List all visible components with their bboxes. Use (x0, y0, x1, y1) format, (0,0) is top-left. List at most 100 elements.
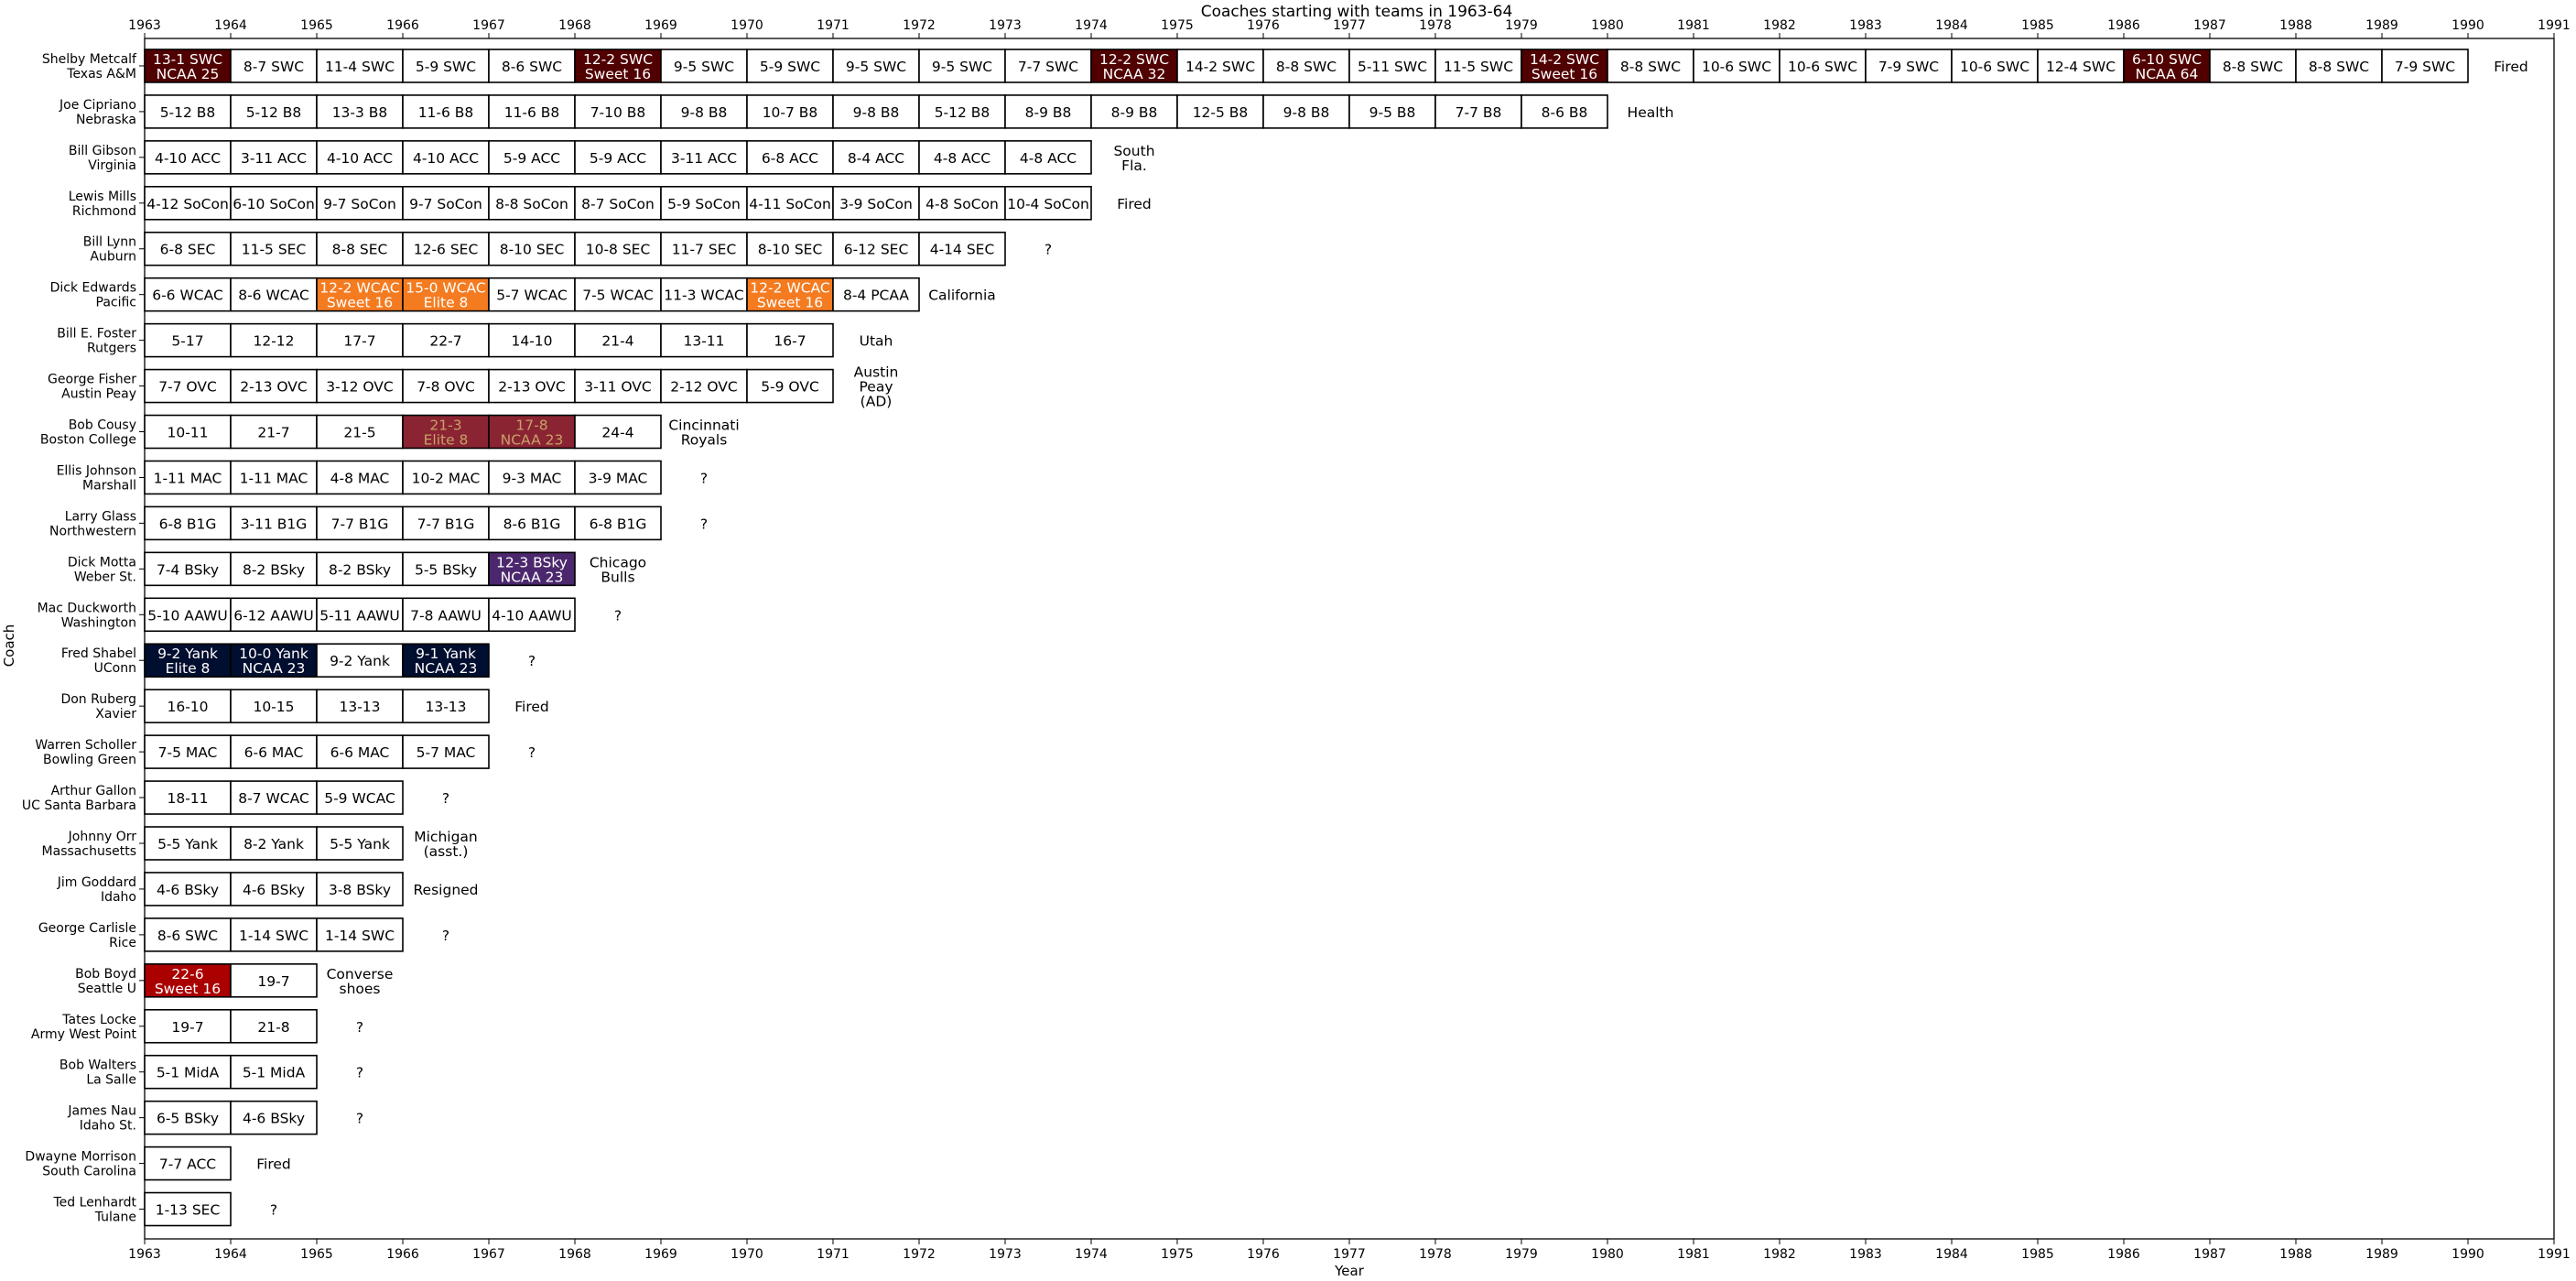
season-label: 6-10 SWC NCAA 64 (2132, 51, 2202, 82)
season-label: 5-7 WCAC (496, 288, 568, 304)
season-label: 9-2 Yank Elite 8 (157, 646, 218, 677)
season-cell (746, 368, 834, 404)
outcome-label: Michigan (asst.) (414, 829, 478, 860)
season-label: 8-9 B8 (1111, 104, 1158, 121)
season-label: 3-12 OVC (326, 379, 393, 396)
season-label: 8-7 WCAC (238, 790, 309, 807)
coach-label: Jim Goddard Idaho (57, 875, 136, 905)
coach-row: Bill E. Foster Rutgers 5-17 12-12 17-7 22-7 14… (57, 322, 893, 358)
season-label: 8-2 Yank (244, 836, 304, 852)
season-label: 4-12 SoCon (146, 196, 229, 212)
season-cell (402, 460, 490, 495)
season-label: 19-7 (257, 973, 289, 990)
season-label: 3-11 ACC (241, 150, 307, 167)
coach-label: George Fisher Austin Peay (48, 373, 136, 402)
season-label: 14-10 (511, 333, 552, 350)
x-tick-bottom-label: 1965 (300, 1247, 333, 1262)
coach-label: Joe Cipriano Nebraska (59, 98, 136, 127)
x-tick-bottom-label: 1989 (2365, 1247, 2398, 1262)
season-cell (1434, 94, 1522, 129)
x-tick-top-label: 1973 (989, 18, 1022, 33)
season-cell (402, 140, 490, 175)
season-label: 11-7 SEC (672, 242, 737, 258)
coach-row: Shelby Metcalf Texas A&M 13-1 SWC NCAA 25 8-… (42, 49, 2528, 83)
coach-label: James Nau Idaho St. (67, 1104, 136, 1134)
x-tick-top-label: 1967 (472, 18, 505, 33)
coach-label: Bill E. Foster Rutgers (57, 327, 136, 356)
x-tick-top-label: 1982 (1763, 18, 1796, 33)
season-cell (1090, 94, 1178, 129)
season-cell (230, 734, 318, 769)
x-tick-top-label: 1963 (128, 18, 161, 33)
outcome-label: Utah (860, 333, 893, 350)
x-tick-bottom-label: 1970 (731, 1247, 763, 1262)
coach-row: James Nau Idaho St. 6-5 BSky 4-6 BSky? (67, 1100, 363, 1135)
y-axis-title: Coach (1, 624, 17, 668)
season-cell (230, 826, 318, 861)
coach-label: Ellis Johnson Marshall (57, 463, 136, 493)
season-label: 14-2 SWC Sweet 16 (1530, 51, 1599, 82)
season-cell (1607, 49, 1694, 83)
x-tick-bottom-label: 1975 (1161, 1247, 1194, 1262)
season-label: 8-6 B8 (1542, 104, 1588, 121)
season-label: 8-10 SEC (500, 242, 565, 258)
season-label: 5-9 SWC (416, 59, 476, 75)
x-tick-bottom-label: 1971 (817, 1247, 850, 1262)
coach-row: Arthur Gallon UC Santa Barbara 18-11 8-7 WC… (22, 780, 449, 815)
season-label: 6-5 BSky (157, 1111, 219, 1127)
x-axis-bottom: 1963 1964 1965 1966 1967 1968 1969 1970 1971 1972… (128, 1239, 2571, 1262)
season-cell (230, 1100, 318, 1135)
outcome-label: ? (270, 1202, 277, 1219)
season-label: 6-8 B1G (590, 516, 647, 532)
outcome-label: California (928, 288, 996, 304)
season-cell (144, 368, 232, 404)
season-cell (488, 460, 576, 495)
season-label: 11-6 B8 (418, 104, 474, 121)
season-label: 3-11 OVC (584, 379, 651, 396)
season-label: 3-11 B1G (241, 516, 308, 532)
season-cell (230, 1008, 318, 1044)
season-label: 12-2 SWC NCAA 32 (1099, 51, 1169, 82)
season-cell (402, 322, 490, 358)
season-label: 13-13 (339, 699, 380, 715)
season-label: 5-9 SoCon (667, 196, 741, 212)
season-label: 6-10 SoCon (233, 196, 315, 212)
x-tick-bottom-label: 1986 (2107, 1247, 2140, 1262)
season-cell (230, 1054, 318, 1090)
season-label: 8-2 BSky (329, 561, 391, 578)
season-label: 11-6 B8 (504, 104, 560, 121)
x-tick-top-label: 1974 (1075, 18, 1108, 33)
season-cell (402, 277, 490, 312)
season-cell (230, 689, 318, 723)
x-tick-top-label: 1984 (1935, 18, 1968, 33)
season-label: 7-9 SWC (2395, 59, 2455, 75)
season-label: 10-6 SWC (1788, 59, 1857, 75)
coach-label: Dick Motta Weber St. (68, 555, 136, 584)
season-label: 8-7 SWC (244, 59, 304, 75)
season-cell (488, 551, 576, 587)
season-label: 18-11 (167, 790, 208, 807)
season-label: 5-11 AAWU (319, 607, 400, 624)
x-tick-top-label: 1978 (1419, 18, 1452, 33)
season-cell (660, 49, 748, 83)
season-label: 3-9 MAC (589, 470, 648, 486)
season-cell (230, 94, 318, 129)
x-tick-bottom-label: 1967 (472, 1247, 505, 1262)
x-tick-bottom-label: 1991 (2538, 1247, 2571, 1262)
season-label: 9-1 Yank NCAA 23 (415, 646, 478, 677)
x-tick-top-label: 1965 (300, 18, 333, 33)
season-label: 9-5 SWC (846, 59, 906, 75)
season-label: 8-10 SEC (758, 242, 823, 258)
coach-label: Bob Walters La Salle (60, 1058, 136, 1088)
outcome-label: ? (614, 607, 622, 624)
coach-label: Bill Gibson Virginia (69, 144, 136, 173)
coach-row: Dick Edwards Pacific 6-6 WCAC 8-6 WCAC 12-2 … (50, 277, 996, 312)
season-cell (144, 734, 232, 769)
season-cell (144, 1145, 232, 1181)
outcome-label: ? (700, 516, 708, 532)
season-cell (1262, 94, 1350, 129)
season-label: 1-13 SEC (156, 1202, 221, 1219)
coach-label: Tates Locke Army West Point (31, 1013, 137, 1042)
season-cell (230, 322, 318, 358)
season-label: 8-8 SWC (1620, 59, 1681, 75)
